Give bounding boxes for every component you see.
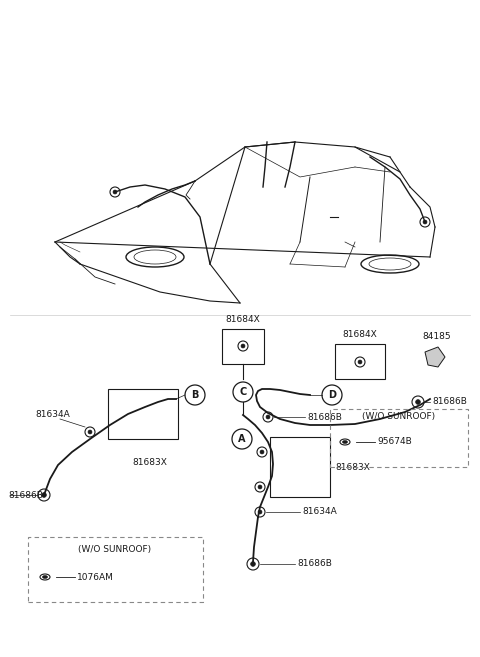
Circle shape — [258, 510, 262, 514]
Text: C: C — [240, 387, 247, 397]
Text: 81686B: 81686B — [297, 560, 332, 568]
Text: D: D — [328, 390, 336, 400]
Text: 81634A: 81634A — [35, 410, 70, 419]
Circle shape — [416, 399, 420, 405]
Text: 81683X: 81683X — [335, 463, 370, 472]
Bar — [108, 389, 178, 439]
Text: 95674B: 95674B — [377, 438, 412, 447]
Circle shape — [241, 344, 245, 348]
Circle shape — [423, 220, 427, 224]
Text: (W/O SUNROOF): (W/O SUNROOF) — [362, 412, 435, 421]
Circle shape — [251, 562, 255, 566]
Circle shape — [113, 190, 117, 194]
Text: 81683X: 81683X — [132, 458, 168, 467]
Text: 81634A: 81634A — [302, 507, 337, 516]
Text: 81686B: 81686B — [432, 397, 467, 407]
Circle shape — [88, 430, 92, 434]
Circle shape — [42, 493, 47, 497]
Text: B: B — [192, 390, 199, 400]
Text: A: A — [238, 434, 246, 444]
Bar — [222, 329, 264, 364]
Circle shape — [266, 415, 270, 419]
Text: 81684X: 81684X — [226, 315, 260, 324]
Ellipse shape — [43, 576, 48, 579]
Bar — [335, 344, 385, 379]
Polygon shape — [425, 347, 445, 367]
Text: 1076AM: 1076AM — [77, 572, 114, 581]
Text: 81686B: 81686B — [307, 413, 342, 422]
Ellipse shape — [343, 440, 348, 443]
Text: 81686B: 81686B — [8, 491, 43, 499]
Text: (W/O SUNROOF): (W/O SUNROOF) — [78, 545, 152, 554]
Circle shape — [358, 360, 362, 364]
Bar — [330, 409, 468, 467]
Bar — [28, 537, 203, 602]
Bar — [270, 437, 330, 497]
Text: 81684X: 81684X — [343, 330, 377, 339]
Text: 84185: 84185 — [423, 332, 451, 341]
Circle shape — [258, 485, 262, 489]
Circle shape — [260, 450, 264, 454]
